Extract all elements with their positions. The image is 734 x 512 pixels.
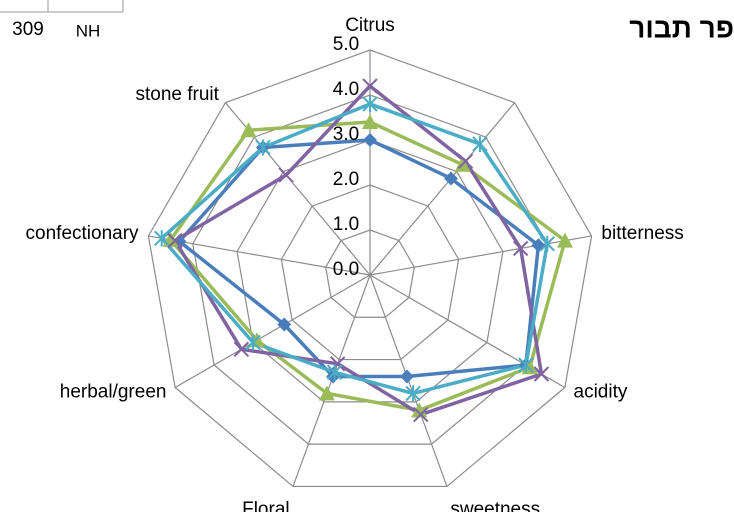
- table-cell: 309: [12, 19, 44, 40]
- data-point: [443, 171, 458, 186]
- grid-ring: [280, 184, 460, 361]
- category-label: acidity: [574, 382, 628, 403]
- r-tick-label: 0.0: [333, 259, 359, 280]
- data-point: [556, 232, 573, 248]
- data-point: [167, 232, 183, 249]
- data-point: [318, 385, 335, 401]
- data-point: [255, 139, 271, 156]
- data-point: [245, 334, 261, 351]
- data-point: [362, 114, 378, 129]
- data-point: [233, 341, 250, 357]
- grid-ring: [147, 49, 593, 488]
- data-point: [533, 366, 550, 382]
- data-point: [277, 317, 292, 332]
- spoke: [369, 102, 516, 276]
- data-point: [457, 153, 474, 169]
- category-label: herbal/green: [60, 382, 167, 403]
- data-point: [154, 230, 170, 247]
- data-point: [329, 356, 346, 372]
- data-point: [518, 357, 534, 373]
- data-point: [413, 406, 429, 423]
- series-line: [159, 102, 550, 396]
- data-point: [362, 96, 378, 112]
- spoke: [369, 235, 592, 276]
- category-label: bitterness: [601, 223, 683, 244]
- r-tick-label: 3.0: [333, 124, 359, 145]
- category-label: Citrus: [345, 15, 395, 36]
- chart-title: פר תבור: [629, 12, 734, 43]
- data-point: [240, 122, 257, 138]
- category-label: sweetness: [450, 499, 540, 512]
- data-point: [539, 235, 555, 252]
- category-label: Floral: [242, 499, 290, 512]
- data-point: [411, 402, 428, 418]
- data-point: [362, 78, 378, 94]
- category-label: stone fruit: [136, 84, 220, 105]
- data-point: [405, 385, 421, 402]
- r-tick-label: 5.0: [333, 34, 359, 55]
- data-point: [399, 369, 414, 384]
- series-line: [168, 120, 567, 413]
- r-tick-label: 2.0: [333, 169, 359, 190]
- data-point: [363, 133, 377, 147]
- data-point: [326, 364, 343, 381]
- data-point: [512, 240, 529, 257]
- r-tick-label: 4.0: [333, 79, 359, 100]
- table-cell: NH: [76, 21, 101, 40]
- category-label: confectionary: [26, 223, 140, 244]
- data-point: [472, 136, 488, 153]
- grid-ring: [325, 229, 415, 318]
- data-point: [278, 167, 294, 183]
- series-line: [177, 138, 541, 379]
- r-tick-label: 1.0: [333, 214, 359, 235]
- series-line: [173, 84, 544, 417]
- spoke: [174, 274, 371, 389]
